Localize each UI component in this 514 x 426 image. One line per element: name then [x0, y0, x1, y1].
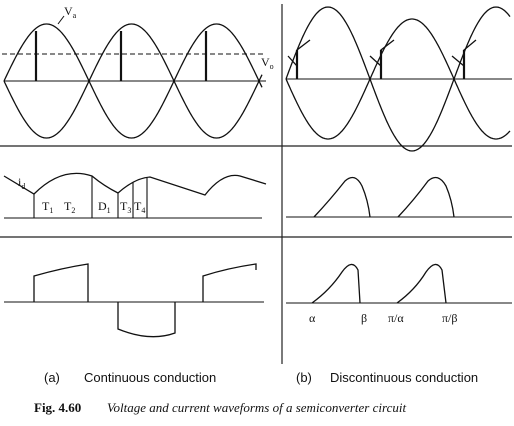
load-current-ripple — [3, 172, 267, 196]
t1-label: T1 — [42, 199, 53, 215]
subcaption-b-text: Discontinuous conduction — [330, 370, 478, 385]
panel-b-current-pulse-1 — [313, 176, 371, 218]
d1-label: D1 — [98, 199, 111, 215]
panel-b-negative-wave — [285, 18, 511, 140]
panel-b-source-pulse-1 — [311, 263, 361, 304]
subcaption-a: (a) Continuous conduction — [44, 370, 216, 385]
source-current-negative-block — [117, 302, 176, 338]
figure-caption: Fig. 4.60 Voltage and current waveforms … — [34, 400, 406, 415]
panel-b-notch-3 — [451, 39, 477, 68]
panel-a-source-current — [4, 263, 264, 338]
beta-label: β — [361, 311, 367, 325]
t4-label: T4 — [134, 199, 145, 215]
subcaption-b: (b) Discontinuous conduction — [296, 370, 478, 385]
panel-b-current-pulse-2 — [397, 176, 455, 218]
figure-caption-text: Voltage and current waveforms of a semic… — [107, 400, 406, 415]
panel-b-notch-1 — [287, 39, 311, 68]
panel-b-positive-wave — [285, 6, 511, 152]
source-current-positive-block — [33, 263, 89, 302]
supply-voltage-negative-wave — [3, 23, 263, 139]
panel-a-voltage: Va Vo — [2, 4, 274, 139]
source-current-positive-block-2 — [202, 263, 257, 302]
panel-b-source-current: α β π/α π/β — [286, 263, 512, 325]
subcaption-a-tag: (a) — [44, 370, 60, 385]
alpha-label: α — [309, 311, 316, 325]
panel-b-voltage — [285, 6, 512, 152]
panel-b-notch-2 — [369, 39, 395, 68]
id-label: id — [18, 175, 25, 191]
t2-label: T2 — [64, 199, 75, 215]
panel-a-current: id T1 T2 D1 T3 T4 — [3, 172, 267, 219]
vo-label: Vo — [261, 55, 274, 71]
t3-label: T3 — [120, 199, 131, 215]
panel-b-current — [286, 176, 512, 218]
figure-number: Fig. 4.60 — [34, 400, 81, 415]
supply-voltage-positive-wave — [3, 23, 263, 139]
pi-beta-label: π/β — [442, 311, 458, 325]
subcaption-b-tag: (b) — [296, 370, 312, 385]
subcaption-a-text: Continuous conduction — [84, 370, 216, 385]
panel-b-source-pulse-2 — [396, 263, 447, 304]
pi-alpha-label: π/α — [388, 311, 404, 325]
va-label: Va — [64, 4, 77, 20]
va-pointer-line — [57, 15, 65, 25]
